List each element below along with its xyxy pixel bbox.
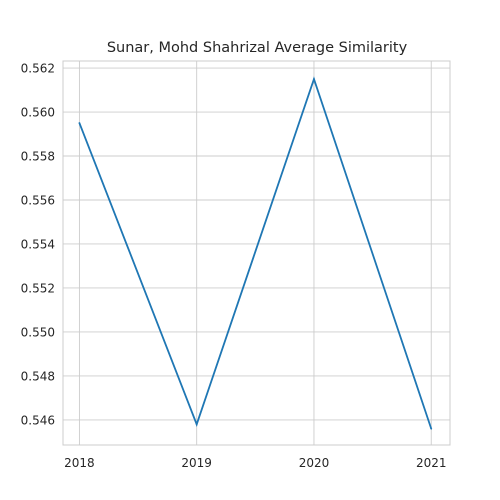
series-line [78,76,433,430]
x-tick-label: 2018 [64,456,95,470]
y-tick-label: 0.552 [21,281,55,295]
y-tick-label: 0.560 [21,106,55,120]
data-point [313,78,315,80]
y-tick-label: 0.562 [21,62,55,76]
y-tick-label: 0.556 [21,193,55,207]
y-tick-label: 0.546 [21,413,55,427]
y-axis-tick-labels: 0.546 0.548 0.550 0.552 0.554 0.556 0.558 0.560… [21,62,55,428]
series-layer [78,76,433,430]
x-tick-label: 2020 [299,456,330,470]
plot-frame [62,60,451,446]
x-axis-tick-labels: 2018 2019 2020 2021 [64,456,446,470]
data-point [78,122,81,124]
y-tick-label: 0.548 [21,369,55,383]
x-tick-label: 2019 [181,456,212,470]
y-tick-label: 0.558 [21,150,55,164]
y-tick-label: 0.550 [21,325,55,339]
y-tick-label: 0.554 [21,237,55,251]
grid [63,61,450,445]
x-tick-label: 2021 [416,456,447,470]
chart-title: Sunar, Mohd Shahrizal Average Similarity [107,40,408,56]
data-point [430,427,433,430]
data-point [195,423,198,426]
